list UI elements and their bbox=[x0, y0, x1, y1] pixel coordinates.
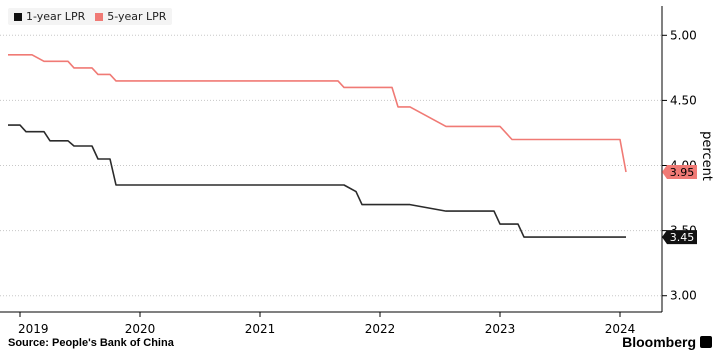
legend-swatch-5y bbox=[95, 12, 104, 21]
series-layer bbox=[8, 53, 627, 238]
x-tick-label: 2020 bbox=[125, 322, 156, 336]
gridlines bbox=[0, 34, 662, 297]
legend: 1-year LPR 5-year LPR bbox=[8, 8, 173, 25]
x-tick-label: 2019 bbox=[18, 322, 49, 336]
legend-label-5y: 5-year LPR bbox=[107, 10, 167, 23]
end-label-tag bbox=[662, 230, 697, 245]
brand-name: Bloomberg bbox=[622, 334, 696, 350]
legend-item-5y: 5-year LPR bbox=[95, 10, 166, 23]
legend-label-1y: 1-year LPR bbox=[26, 10, 86, 23]
series-line-5-year bbox=[8, 53, 627, 173]
end-labels: 3.45 3.95 bbox=[662, 165, 697, 245]
bloomberg-icon bbox=[700, 336, 712, 348]
x-tick-label: 2022 bbox=[365, 322, 396, 336]
brand-logo: Bloomberg bbox=[622, 334, 712, 350]
y-axis-title: percent bbox=[699, 131, 714, 181]
x-ticks: 2019 2020 2021 2022 2023 2024 bbox=[18, 312, 635, 336]
series-line-1-year bbox=[8, 124, 626, 238]
end-label-5-year: 3.95 bbox=[662, 165, 697, 180]
legend-item-1y: 1-year LPR bbox=[14, 10, 85, 23]
y-tick-label: 4.50 bbox=[670, 93, 697, 107]
x-tick-label: 2021 bbox=[245, 322, 276, 336]
end-label-value: 3.45 bbox=[670, 231, 695, 244]
y-tick-label: 3.00 bbox=[670, 289, 697, 303]
end-label-value: 3.95 bbox=[670, 166, 695, 179]
end-label-tag bbox=[662, 165, 697, 180]
y-tick-label: 5.00 bbox=[670, 28, 697, 42]
legend-swatch-1y bbox=[14, 12, 22, 21]
end-label-1-year: 3.45 bbox=[662, 230, 697, 245]
x-tick-label: 2024 bbox=[605, 322, 636, 336]
x-tick-label: 2023 bbox=[485, 322, 516, 336]
source-note: Source: People's Bank of China bbox=[8, 337, 174, 349]
